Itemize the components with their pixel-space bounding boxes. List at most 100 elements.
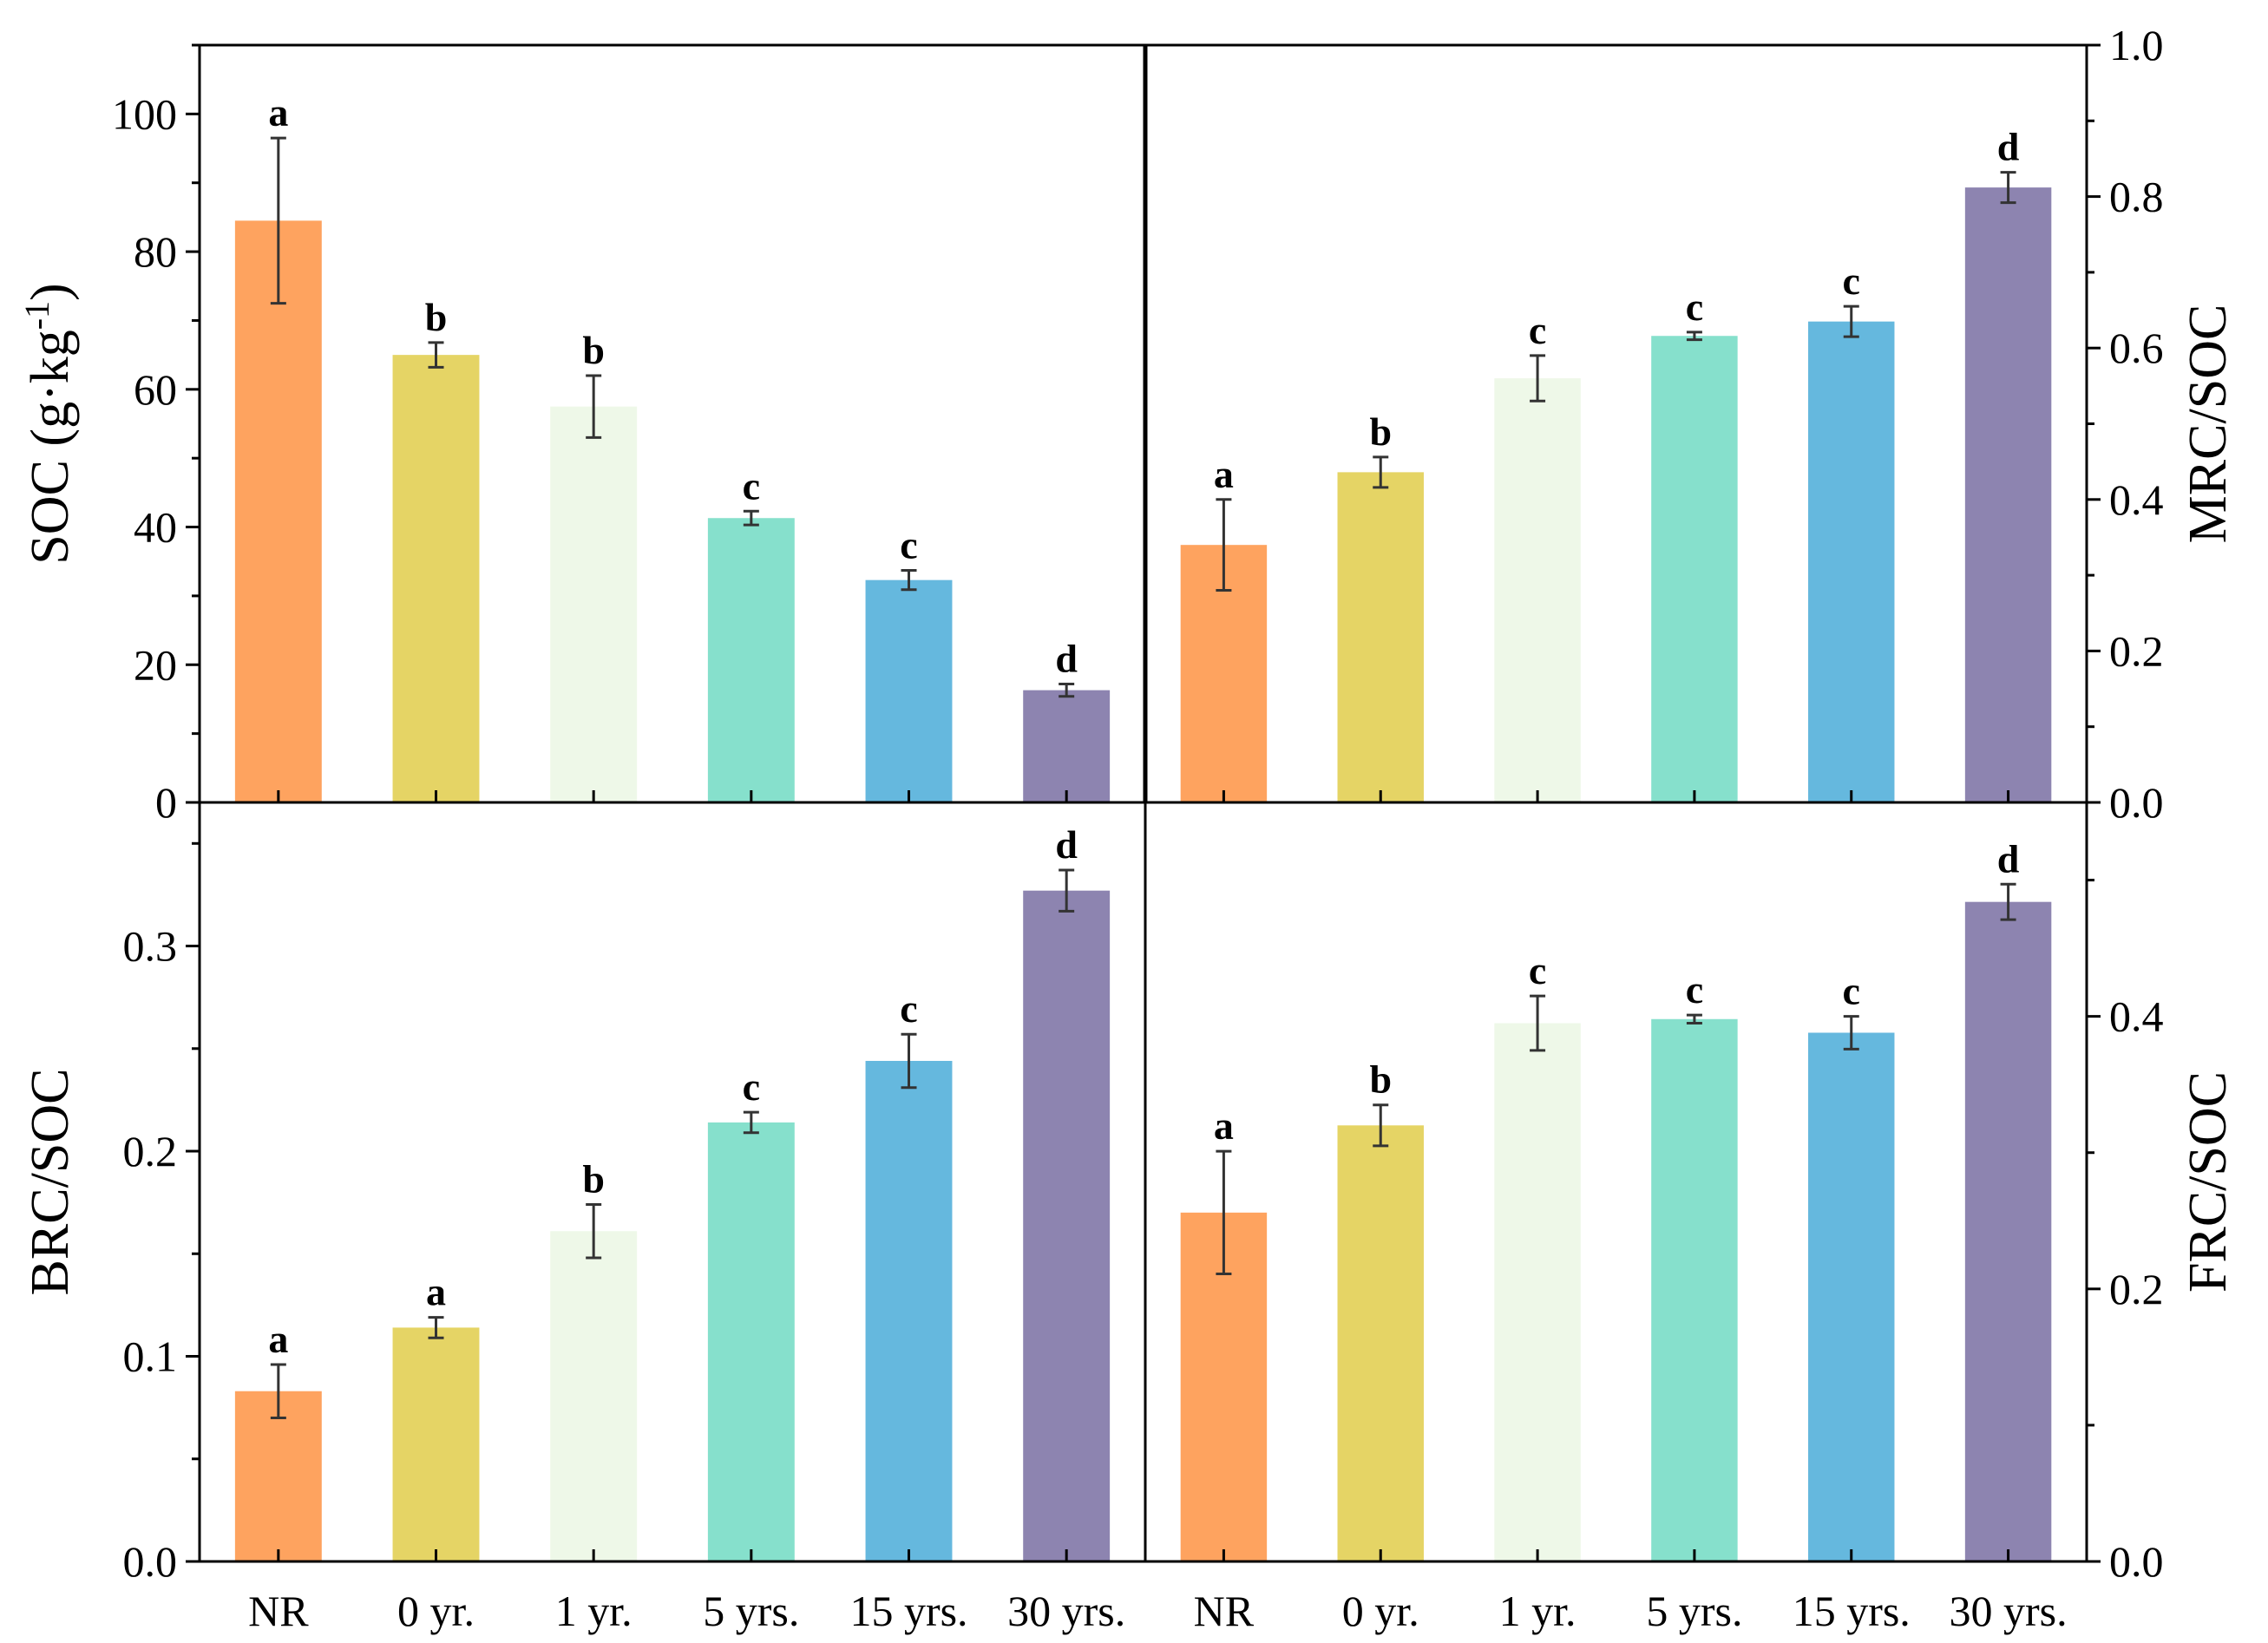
error-bar-top-left-5 <box>1059 682 1075 698</box>
error-bar-bottom-right-0 <box>1216 1149 1232 1276</box>
bar-bottom-right-2 <box>1494 1023 1581 1561</box>
x-tick-label-bottom-left-2: 1 yr. <box>555 1587 633 1635</box>
panel-top-right: a b c c c d 0.0 0.2 0.4 0.6 0.8 1.0 MRC/SOC <box>1144 21 2238 827</box>
error-bar-bottom-left-2 <box>586 1203 602 1260</box>
significance-label-top-left-0: a <box>268 90 288 134</box>
y-tick-label-top-left-5: 100 <box>112 89 177 138</box>
significance-label-top-left-4: c <box>900 523 917 567</box>
y-tick-label-top-right-0: 0.0 <box>2109 778 2164 827</box>
x-tick-label-bottom-right-2: 1 yr. <box>1499 1587 1576 1635</box>
bar-top-left-5 <box>1023 690 1111 802</box>
x-tick-label-bottom-left-1: 0 yr. <box>397 1587 475 1635</box>
bar-top-left-1 <box>392 355 480 802</box>
significance-label-bottom-right-5: d <box>1997 836 2020 880</box>
error-bar-bottom-left-1 <box>428 1316 444 1339</box>
significance-label-top-left-3: c <box>743 463 760 507</box>
significance-label-bottom-right-2: c <box>1529 948 1546 992</box>
error-bar-bottom-right-5 <box>2000 882 2016 921</box>
y-tick-label-top-right-2: 0.4 <box>2109 475 2164 524</box>
y-axis-title-bottom-left: BRC/SOC <box>21 1069 80 1296</box>
x-tick-label-bottom-right-5: 30 yrs. <box>1950 1587 2068 1635</box>
bar-bottom-right-1 <box>1337 1125 1424 1561</box>
significance-label-top-right-5: d <box>1997 125 2020 169</box>
y-axis-title-superscript: -1 <box>17 301 56 330</box>
significance-label-top-right-4: c <box>1843 259 1860 303</box>
error-bar-top-left-4 <box>901 569 917 592</box>
error-bar-top-right-4 <box>1843 304 1859 338</box>
significance-label-top-left-2: b <box>582 328 605 372</box>
error-bar-top-left-2 <box>586 374 602 439</box>
bar-bottom-right-3 <box>1651 1018 1738 1561</box>
significance-label-bottom-left-0: a <box>268 1317 288 1361</box>
significance-label-bottom-left-4: c <box>900 986 917 1031</box>
bar-bottom-left-1 <box>392 1327 480 1561</box>
y-tick-label-bottom-right-0: 0.0 <box>2109 1537 2164 1586</box>
error-bar-top-right-2 <box>1530 354 1546 403</box>
panel-bottom-left: a NR a 0 yr. b 1 yr. c 5 yrs. c 15 yrs. d 30 yrs. 0.… <box>21 801 1147 1635</box>
x-tick-label-bottom-left-0: NR <box>248 1587 309 1635</box>
error-bar-top-left-1 <box>428 341 444 369</box>
error-bar-top-right-3 <box>1686 331 1702 342</box>
panel-top-left: a b b c c d 0 20 40 60 80 100 SOC (g·kg-1) <box>17 43 1147 827</box>
y-tick-label-top-left-0: 0 <box>155 778 177 827</box>
y-tick-label-bottom-right-1: 0.2 <box>2109 1265 2164 1313</box>
bar-top-left-3 <box>707 518 795 802</box>
bar-bottom-left-3 <box>707 1122 795 1561</box>
y-axis-title-top-left: SOC (g·kg-1) <box>17 283 81 564</box>
panel-frame-top-right <box>1144 43 2088 804</box>
bar-top-right-1 <box>1337 472 1424 802</box>
y-tick-label-bottom-left-3: 0.3 <box>123 922 178 971</box>
x-tick-label-bottom-left-5: 30 yrs. <box>1007 1587 1125 1635</box>
y-axis-title-close: ) <box>21 283 80 301</box>
bar-top-right-3 <box>1651 336 1738 802</box>
bar-bottom-left-5 <box>1023 890 1111 1561</box>
error-bar-bottom-left-5 <box>1059 868 1075 913</box>
y-tick-label-top-left-3: 60 <box>134 365 177 414</box>
bar-top-right-5 <box>1964 187 2052 802</box>
error-bar-top-right-1 <box>1373 455 1389 489</box>
significance-label-top-right-2: c <box>1529 308 1546 352</box>
x-tick-label-bottom-right-1: 0 yr. <box>1342 1587 1419 1635</box>
error-bar-bottom-right-1 <box>1373 1103 1389 1148</box>
y-tick-label-bottom-right-2: 0.4 <box>2109 992 2164 1041</box>
panel-frame-top-left <box>198 43 1147 804</box>
error-bar-bottom-left-4 <box>901 1032 917 1090</box>
error-bar-top-right-5 <box>2000 171 2016 205</box>
significance-label-bottom-left-5: d <box>1055 822 1078 867</box>
x-tick-label-bottom-left-3: 5 yrs. <box>703 1587 799 1635</box>
panel-frame-bottom-right <box>1144 801 2088 1563</box>
x-tick-label-bottom-left-4: 15 yrs. <box>849 1587 967 1635</box>
bar-bottom-right-4 <box>1808 1032 1895 1561</box>
x-tick-label-bottom-right-3: 5 yrs. <box>1646 1587 1742 1635</box>
y-axis-title-top-right: MRC/SOC <box>2179 304 2238 544</box>
error-bar-top-left-0 <box>270 136 286 305</box>
y-tick-label-top-right-4: 0.8 <box>2109 173 2164 221</box>
bar-top-left-0 <box>234 220 322 803</box>
error-bar-bottom-right-4 <box>1843 1015 1859 1051</box>
y-axis-title-main: SOC (g·kg <box>21 330 80 564</box>
significance-label-top-right-1: b <box>1369 409 1392 454</box>
bar-top-left-2 <box>550 406 638 802</box>
significance-label-top-right-0: a <box>1214 452 1234 496</box>
panel-frame-bottom-left <box>198 801 1147 1563</box>
y-tick-label-bottom-left-1: 0.1 <box>123 1332 178 1381</box>
error-bar-bottom-left-0 <box>270 1363 286 1419</box>
y-axis-title-bottom-right: FRC/SOC <box>2179 1071 2238 1293</box>
bar-bottom-left-4 <box>865 1060 953 1561</box>
bar-bottom-left-2 <box>550 1231 638 1561</box>
x-tick-label-bottom-right-4: 15 yrs. <box>1793 1587 1911 1635</box>
bar-top-right-4 <box>1808 321 1895 802</box>
significance-label-top-left-5: d <box>1055 636 1078 680</box>
y-tick-label-top-left-2: 40 <box>134 503 177 552</box>
y-tick-label-bottom-left-2: 0.2 <box>123 1127 178 1175</box>
y-tick-label-top-left-1: 20 <box>134 640 177 689</box>
significance-label-bottom-left-2: b <box>582 1157 605 1201</box>
error-bar-bottom-right-2 <box>1530 994 1546 1052</box>
x-tick-label-bottom-right-0: NR <box>1194 1587 1255 1635</box>
significance-label-bottom-right-0: a <box>1214 1103 1234 1148</box>
y-tick-label-top-left-4: 80 <box>134 227 177 276</box>
y-tick-label-top-right-5: 1.0 <box>2109 21 2164 69</box>
y-tick-label-bottom-left-0: 0.0 <box>123 1537 178 1586</box>
